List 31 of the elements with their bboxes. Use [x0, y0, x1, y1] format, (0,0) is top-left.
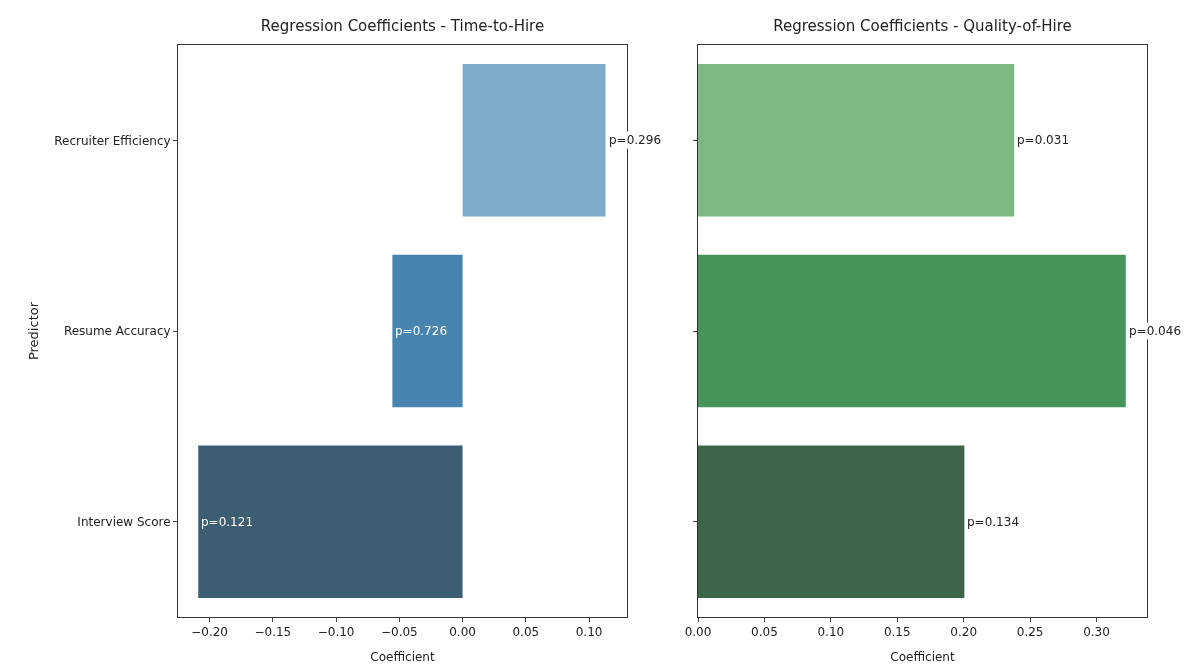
- bar: [698, 64, 1015, 217]
- x-axis-title: Coefficient: [890, 650, 955, 664]
- annotation: p=0.726: [395, 324, 448, 338]
- chart-title: Regression Coefficients - Quality-of-Hire: [773, 17, 1072, 36]
- y-tick-label: Recruiter Efficiency: [54, 133, 171, 148]
- x-tick-label: −0.15: [254, 625, 292, 640]
- x-tick-label: 0.10: [817, 625, 845, 640]
- x-tick-label: 0.30: [1083, 625, 1110, 640]
- y-tick-label: Resume Accuracy: [63, 324, 171, 339]
- bar: [698, 254, 1126, 408]
- bar: [698, 445, 965, 598]
- annotation: p=0.121: [201, 515, 254, 529]
- x-tick-label: 0.20: [950, 625, 978, 640]
- annotation: p=0.031: [1017, 133, 1070, 147]
- x-tick-label: −0.20: [191, 625, 229, 640]
- annotation: p=0.134: [967, 515, 1020, 529]
- x-tick-label: 0.00: [684, 625, 712, 640]
- y-axis-title: Predictor: [26, 301, 42, 361]
- y-tick-label: Interview Score: [77, 514, 171, 529]
- annotation: p=0.046: [1129, 324, 1182, 338]
- x-tick-label: 0.05: [512, 625, 540, 640]
- x-tick-label: 0.05: [751, 625, 778, 640]
- x-tick-label: 0.00: [449, 625, 476, 640]
- x-tick-label: −0.10: [317, 625, 355, 640]
- x-tick-label: 0.15: [883, 625, 911, 640]
- x-axis-title: Coefficient: [370, 650, 435, 664]
- annotation: p=0.296: [609, 133, 662, 147]
- chart-title: Regression Coefficients - Time-to-Hire: [260, 17, 545, 36]
- x-tick-label: 0.10: [575, 625, 603, 640]
- x-tick-label: 0.25: [1016, 625, 1044, 640]
- x-tick-label: −0.05: [380, 625, 418, 640]
